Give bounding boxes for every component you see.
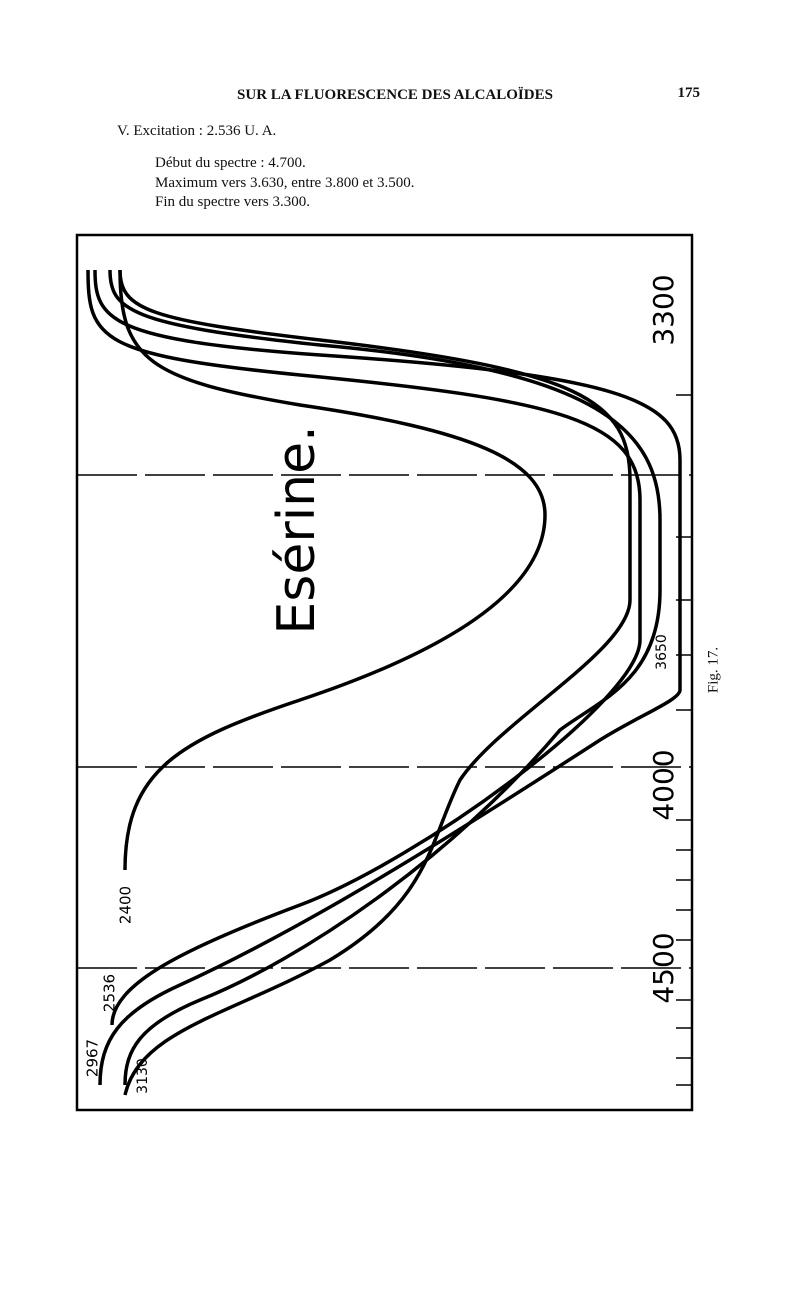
text-line: Fin du spectre vers 3.300.	[155, 194, 310, 210]
curve-label: 2400	[117, 886, 135, 924]
page-number: 175	[678, 85, 701, 101]
curve-label: 3650	[654, 634, 670, 670]
text-line: Début du spectre : 4.700.	[155, 155, 306, 171]
curve	[118, 269, 547, 871]
running-head: SUR LA FLUORESCENCE DES ALCALOÏDES	[237, 87, 553, 103]
text-line: Maximum vers 3.630, entre 3.800 et 3.500…	[155, 175, 415, 191]
edge-ticks	[676, 394, 692, 1086]
axis-label: 4000	[647, 749, 680, 820]
curve-label: 2967	[84, 1039, 102, 1077]
figure: Esérine. 3300 4000 4500 2400 2536 2967 3…	[75, 233, 694, 1112]
section-heading: V. Excitation : 2.536 U. A.	[117, 123, 276, 139]
curve	[118, 269, 632, 1096]
curve	[108, 269, 662, 1086]
figure-caption: Fig. 17.	[705, 647, 721, 693]
figure-title: Esérine.	[267, 425, 327, 634]
curve-label: 3130	[135, 1058, 151, 1094]
curve-label: 2536	[101, 974, 119, 1012]
axis-label: 4500	[647, 932, 680, 1003]
curve	[86, 269, 642, 1026]
curve	[93, 269, 682, 1086]
figure-frame	[75, 233, 694, 1112]
axis-label: 3300	[647, 274, 680, 345]
